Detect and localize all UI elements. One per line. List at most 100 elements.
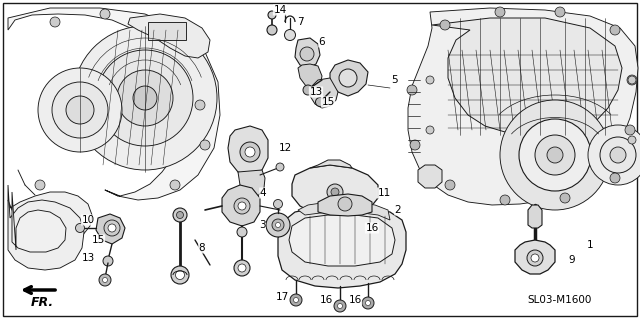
Polygon shape [330, 60, 368, 96]
Polygon shape [418, 165, 442, 188]
Text: 9: 9 [569, 255, 575, 265]
Text: 6: 6 [319, 37, 325, 47]
Circle shape [66, 96, 94, 124]
Text: 16: 16 [319, 295, 333, 305]
Circle shape [355, 233, 361, 239]
Polygon shape [228, 126, 268, 175]
Text: SL03-M1600: SL03-M1600 [528, 295, 592, 305]
Polygon shape [8, 8, 220, 200]
Text: 8: 8 [198, 243, 205, 253]
Polygon shape [12, 192, 66, 252]
Circle shape [625, 125, 635, 135]
Circle shape [35, 180, 45, 190]
Circle shape [73, 26, 217, 170]
Polygon shape [8, 192, 92, 244]
Text: 17: 17 [275, 292, 289, 302]
Circle shape [547, 147, 563, 163]
Circle shape [365, 300, 371, 306]
Text: 14: 14 [273, 5, 287, 15]
Circle shape [99, 274, 111, 286]
Text: 13: 13 [309, 87, 323, 97]
Circle shape [272, 219, 284, 231]
Circle shape [352, 230, 364, 242]
Polygon shape [292, 165, 378, 216]
Circle shape [426, 126, 434, 134]
Text: 11: 11 [378, 188, 390, 198]
Polygon shape [8, 185, 84, 270]
Circle shape [531, 254, 539, 262]
Polygon shape [222, 185, 260, 226]
Circle shape [237, 227, 247, 237]
Circle shape [108, 224, 116, 232]
Circle shape [628, 76, 636, 84]
Circle shape [173, 208, 187, 222]
Circle shape [338, 197, 352, 211]
Circle shape [103, 256, 113, 266]
Circle shape [495, 7, 505, 17]
Circle shape [195, 100, 205, 110]
Text: 15: 15 [92, 235, 104, 245]
Circle shape [426, 171, 434, 179]
Polygon shape [298, 202, 390, 220]
Circle shape [610, 147, 626, 163]
Circle shape [238, 264, 246, 272]
Circle shape [234, 198, 250, 214]
Text: 12: 12 [278, 143, 292, 153]
Circle shape [560, 193, 570, 203]
Circle shape [440, 20, 450, 30]
Polygon shape [295, 38, 320, 68]
Circle shape [527, 250, 543, 266]
Text: 15: 15 [321, 97, 335, 107]
Polygon shape [432, 18, 622, 135]
Circle shape [171, 266, 189, 284]
Circle shape [628, 136, 636, 144]
Text: 2: 2 [395, 205, 401, 215]
Circle shape [240, 142, 260, 162]
Polygon shape [96, 214, 125, 244]
Circle shape [275, 222, 280, 227]
Circle shape [268, 11, 276, 19]
Polygon shape [408, 8, 638, 205]
Text: FR.: FR. [31, 296, 54, 309]
Circle shape [117, 70, 173, 126]
Polygon shape [298, 64, 322, 90]
Circle shape [426, 76, 434, 84]
Circle shape [100, 9, 110, 19]
Circle shape [300, 47, 314, 61]
Polygon shape [289, 215, 395, 266]
Polygon shape [310, 160, 352, 168]
Circle shape [339, 69, 357, 87]
Circle shape [104, 220, 120, 236]
Circle shape [294, 298, 298, 302]
Circle shape [200, 140, 210, 150]
Polygon shape [310, 78, 338, 108]
Circle shape [52, 82, 108, 138]
Circle shape [627, 75, 637, 85]
Text: 13: 13 [81, 253, 95, 263]
Circle shape [285, 29, 296, 41]
Circle shape [245, 147, 255, 157]
Text: 1: 1 [587, 240, 593, 250]
Circle shape [555, 7, 565, 17]
Circle shape [97, 50, 193, 146]
Text: 4: 4 [260, 188, 266, 198]
Circle shape [500, 100, 610, 210]
Circle shape [316, 98, 324, 107]
Circle shape [290, 294, 302, 306]
Text: 5: 5 [390, 75, 397, 85]
Text: 16: 16 [365, 223, 379, 233]
Circle shape [276, 163, 284, 171]
Circle shape [337, 303, 342, 308]
Polygon shape [515, 240, 555, 274]
Circle shape [407, 85, 417, 95]
Circle shape [273, 199, 282, 209]
Circle shape [535, 135, 575, 175]
Polygon shape [528, 205, 542, 228]
Circle shape [362, 297, 374, 309]
Polygon shape [128, 14, 210, 58]
Circle shape [76, 224, 84, 233]
Text: 3: 3 [259, 220, 266, 230]
Circle shape [600, 137, 636, 173]
Polygon shape [278, 206, 406, 288]
Circle shape [445, 180, 455, 190]
